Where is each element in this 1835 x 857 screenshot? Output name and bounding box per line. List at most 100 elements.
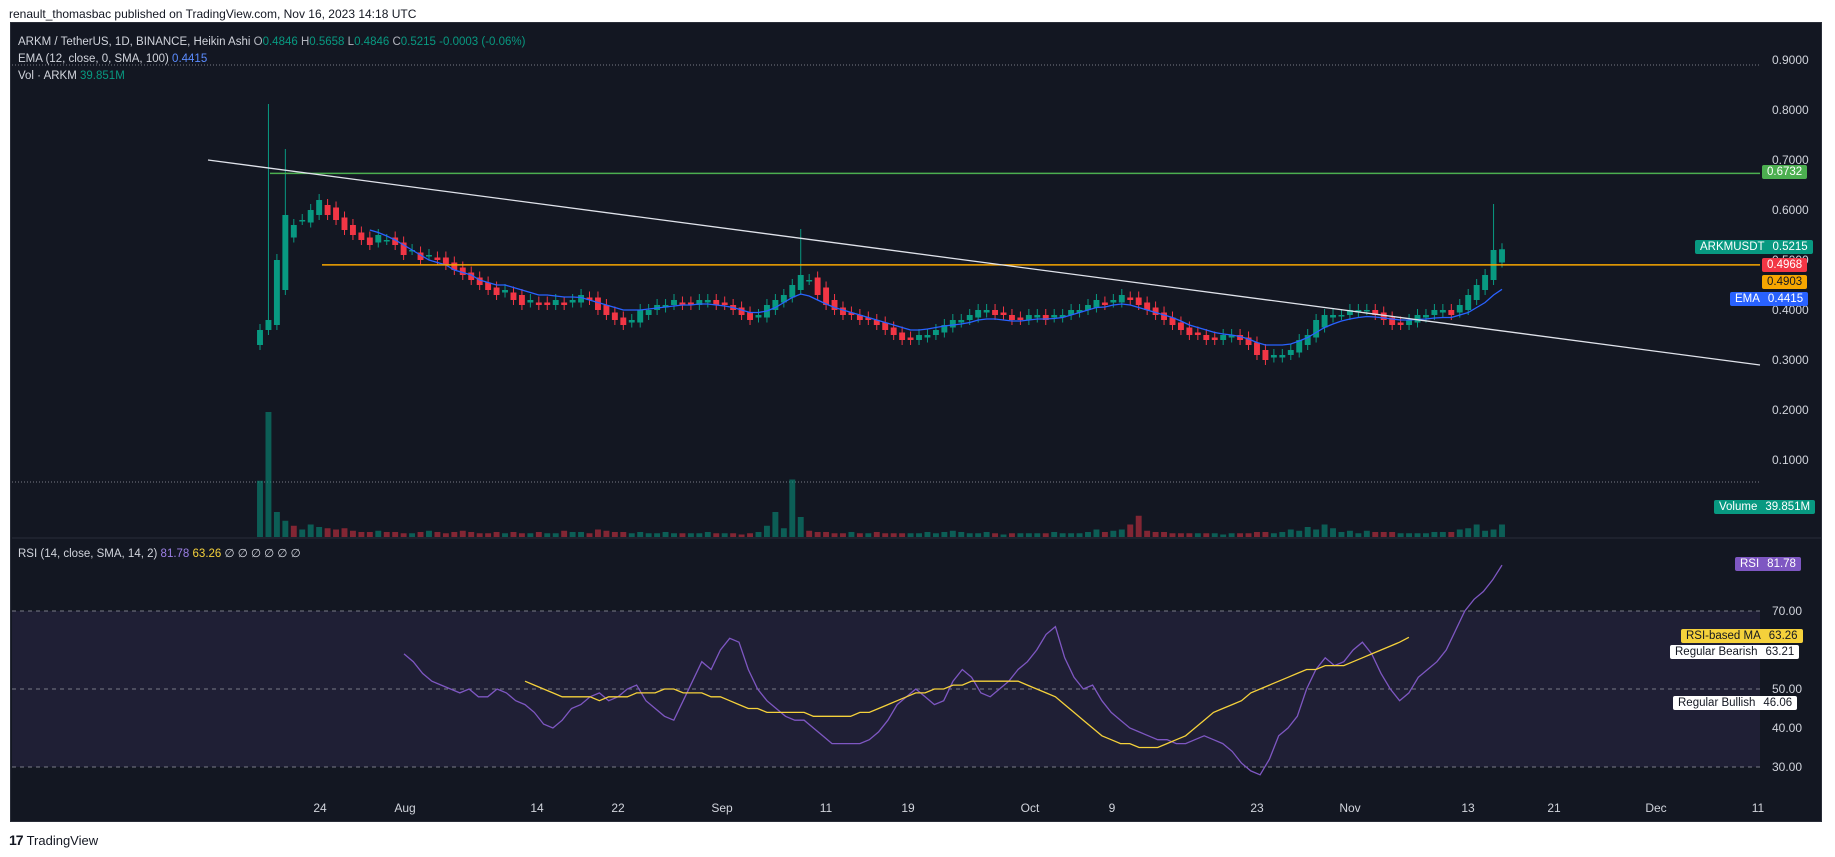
candle-body (510, 292, 517, 300)
volume-bar (941, 532, 948, 537)
volume-bar (409, 533, 416, 537)
volume-bar (1355, 533, 1362, 537)
candle-body (569, 300, 576, 303)
volume-bar (924, 532, 931, 537)
descending-trendline (207, 159, 1761, 366)
candle-body (265, 320, 272, 330)
volume-bar (840, 533, 846, 537)
volume-bar (856, 533, 863, 537)
brand-name: TradingView (26, 832, 99, 848)
volume-bar (654, 533, 661, 537)
volume-bar (696, 533, 703, 537)
candle-body (611, 312, 618, 320)
price-tick-label: 0.6000 (1772, 203, 1809, 217)
volume-bar (392, 532, 399, 537)
candle-body (1262, 350, 1269, 360)
time-tick-label: 23 (1250, 801, 1264, 815)
candle-body (1330, 315, 1336, 318)
volume-bar (797, 517, 804, 537)
rsi-legend: RSI (14, close, SMA, 14, 2) 81.78 63.26 … (18, 546, 301, 560)
time-tick-label: Dec (1645, 801, 1666, 815)
volume-bar (1262, 532, 1269, 537)
candle-body (1321, 315, 1328, 328)
legend-h: 0.5658 (309, 36, 345, 48)
time-tick-label: 9 (1109, 801, 1116, 815)
tradingview-brand[interactable]: 17 TradingView (9, 832, 98, 848)
volume-bar (400, 533, 407, 537)
candle-body (797, 275, 804, 290)
volume-bar (1448, 532, 1455, 537)
price-tick-label: 0.2000 (1772, 403, 1809, 417)
time-tick-label: 22 (611, 801, 625, 815)
volume-bar (527, 533, 534, 537)
candle-body (882, 322, 889, 330)
candle-body (595, 297, 601, 310)
volume-bar (290, 525, 297, 537)
volume-bar (1161, 532, 1167, 537)
candle-body (442, 257, 449, 265)
volume-bar (966, 533, 973, 537)
volume-bar (1085, 532, 1091, 537)
candle-body (1406, 320, 1413, 325)
candle-body (1034, 315, 1041, 318)
volume-bar (535, 532, 542, 537)
volume-bar (662, 532, 669, 537)
volume-bar (307, 524, 314, 537)
volume-bar (586, 533, 593, 537)
volume-bar (518, 533, 525, 537)
time-tick-label: Nov (1339, 801, 1360, 815)
volume-bar (1296, 530, 1303, 537)
time-tick-label: 13 (1461, 801, 1475, 815)
volume-bar (1211, 533, 1218, 537)
candle-body (586, 297, 593, 300)
volume-bar (273, 512, 280, 537)
candle-body (1144, 302, 1151, 310)
volume-bar (806, 530, 813, 537)
volume-bar (485, 533, 492, 537)
candle-body (1135, 297, 1142, 305)
volume-bar (299, 529, 306, 537)
volume-bar (1490, 529, 1497, 537)
rsi-tick-label: 40.00 (1772, 721, 1802, 735)
candle-body (1287, 350, 1294, 355)
candle-body (823, 287, 830, 305)
candle-body (873, 320, 880, 325)
volume-bar (383, 532, 390, 537)
legend-l: 0.4846 (354, 36, 390, 48)
candle-body (476, 277, 483, 285)
volume-bar (282, 520, 289, 537)
candle-body (1245, 337, 1252, 345)
volume-bar (442, 533, 449, 537)
candle-body (1025, 315, 1032, 320)
price-tick-label: 0.9000 (1772, 53, 1809, 67)
volume-bar (417, 532, 424, 537)
candle-body (620, 317, 627, 325)
candle-body (1000, 312, 1007, 315)
price-tick-label: 0.4000 (1772, 303, 1809, 317)
candle-body (738, 307, 745, 315)
volume-bar (992, 533, 999, 537)
candle-body (451, 262, 458, 270)
symbol-legend: ARKM / TetherUS, 1D, BINANCE, Heikin Ash… (18, 34, 525, 85)
candle-body (400, 242, 407, 255)
rsi-ma-line (524, 636, 1410, 749)
volume-bar (620, 532, 627, 537)
candle-body (1499, 249, 1505, 263)
candle-body (392, 237, 399, 245)
rsi-ma-tag: RSI-based MA 63.26 (1681, 629, 1803, 643)
candle-body (679, 302, 686, 305)
rsi-tick-label: 70.00 (1772, 604, 1802, 618)
volume-bar (1431, 532, 1438, 537)
volume-bar (949, 530, 956, 537)
candle-body (755, 315, 762, 318)
candle-body (459, 267, 466, 275)
candle-body (1414, 315, 1421, 323)
volume-bar (721, 533, 728, 537)
time-tick-label: 11 (1752, 801, 1765, 815)
candle-body (645, 310, 652, 315)
volume-bar (603, 530, 610, 537)
volume-bar (341, 528, 348, 537)
price-tick-label: 0.7000 (1772, 153, 1809, 167)
candle-body (1051, 315, 1058, 318)
